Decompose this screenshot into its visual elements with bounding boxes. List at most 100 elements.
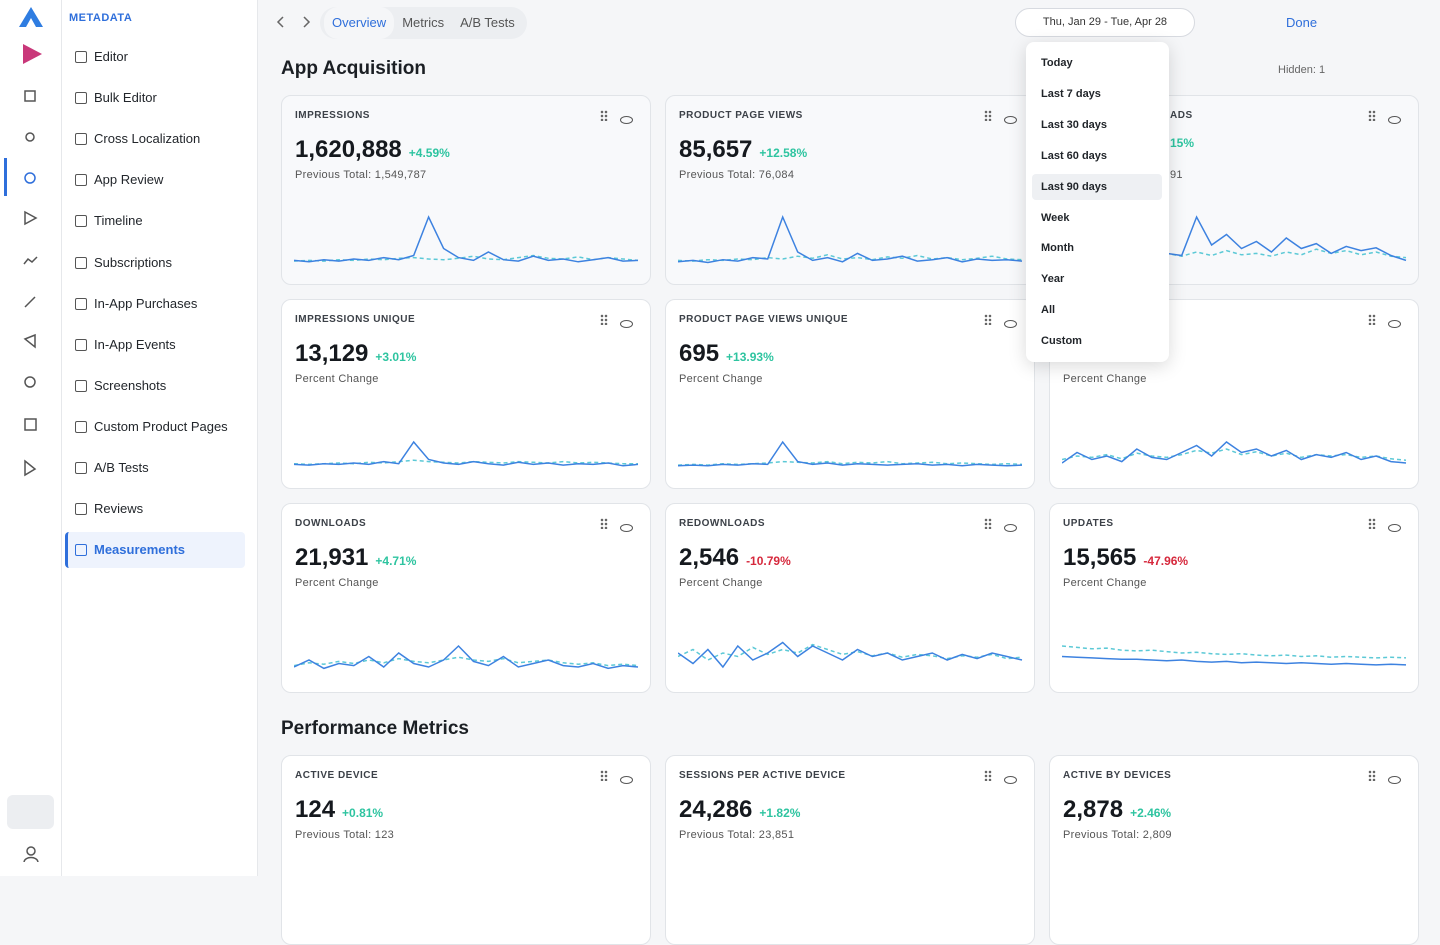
visibility-toggle[interactable] xyxy=(1388,776,1401,784)
card-change: -10.79% xyxy=(746,554,791,568)
card-value: 124 xyxy=(295,796,336,823)
date-dropdown: Today Last 7 days Last 30 days Last 60 days… xyxy=(1026,42,1169,362)
nav-icon xyxy=(75,544,87,557)
logo xyxy=(19,7,43,27)
visibility-toggle[interactable] xyxy=(1004,116,1017,124)
history-arrows[interactable] xyxy=(270,12,320,32)
dropdown-option[interactable]: Last 90 days xyxy=(1032,173,1162,200)
sparkline xyxy=(1062,645,1407,666)
drag-handle[interactable] xyxy=(1368,110,1376,121)
dropdown-option[interactable]: Week xyxy=(1041,211,1070,224)
tab[interactable]: Metrics xyxy=(402,15,445,30)
nav-item[interactable]: Timeline xyxy=(65,203,245,239)
metric-card: ACTIVE DEVICE 124 +0.81% Previous Total: 12… xyxy=(281,755,651,945)
dropdown-option[interactable]: Month xyxy=(1041,242,1074,255)
section-title: App Acquisition xyxy=(281,58,426,79)
dropdown-option[interactable]: Today xyxy=(1041,57,1073,69)
dropdown-option[interactable]: Year xyxy=(1041,273,1065,286)
metric-card: SESSIONS PER ACTIVE DEVICE 24,286 +1.82% Pr… xyxy=(665,755,1035,945)
nav-icon xyxy=(75,338,87,351)
nav-item[interactable]: Reviews xyxy=(65,491,245,527)
trend-line xyxy=(294,440,639,467)
drag-handle[interactable] xyxy=(600,518,608,529)
card-value: 1,620,888 xyxy=(295,136,402,163)
date-range[interactable]: Thu, Jan 29 - Tue, Apr 28 xyxy=(1015,8,1195,37)
nav-item[interactable]: Editor xyxy=(65,39,245,75)
nav-item[interactable]: Subscriptions xyxy=(65,245,245,281)
visibility-toggle[interactable] xyxy=(1388,320,1401,328)
visibility-toggle[interactable] xyxy=(620,320,633,328)
card-change: +2.46% xyxy=(1130,806,1172,820)
card-figures: 15,565 -47.96% xyxy=(1063,544,1188,572)
done-button[interactable]: Done xyxy=(1286,15,1318,30)
nav-item[interactable]: In-App Purchases xyxy=(65,286,245,322)
tab[interactable]: Overview xyxy=(324,7,395,39)
visibility-toggle[interactable] xyxy=(620,776,633,784)
nav-item[interactable]: Screenshots xyxy=(65,368,245,404)
drag-handle[interactable] xyxy=(1368,770,1376,781)
tab[interactable]: A/B Tests xyxy=(460,15,515,30)
drag-handle[interactable] xyxy=(984,314,992,325)
card-title: PRODUCT PAGE VIEWS xyxy=(679,110,803,121)
app-icon[interactable] xyxy=(20,42,44,66)
dropdown-option[interactable]: Last 60 days xyxy=(1041,149,1108,162)
sparkline xyxy=(1062,441,1407,464)
card-value: 15,565 xyxy=(1063,544,1137,571)
drag-handle[interactable] xyxy=(984,518,992,529)
card-figures: 2,878 +2.46% xyxy=(1063,796,1171,824)
dropdown-option[interactable]: Last 30 days xyxy=(1041,118,1108,131)
nav-item[interactable]: Cross Localization xyxy=(65,121,245,157)
drag-handle[interactable] xyxy=(600,770,608,781)
trend-line xyxy=(678,641,1023,669)
card-figures: 1,620,888 +4.59% xyxy=(295,136,450,164)
card-subtitle: Percent Change xyxy=(295,373,379,385)
card-subtitle: Percent Change xyxy=(1063,373,1147,385)
nav-item[interactable]: In-App Events xyxy=(65,327,245,363)
icon-rail xyxy=(0,0,62,876)
card-change: 15% xyxy=(1170,136,1195,150)
drag-handle[interactable] xyxy=(984,770,992,781)
nav-item[interactable]: Bulk Editor xyxy=(65,80,245,116)
card-value: 24,286 xyxy=(679,796,753,823)
card-value: 13,129 xyxy=(295,340,369,367)
drag-handle[interactable] xyxy=(600,110,608,121)
drag-handle[interactable] xyxy=(600,314,608,325)
nav-item[interactable]: Measurements xyxy=(65,532,245,569)
dropdown-option[interactable]: Custom xyxy=(1041,335,1082,348)
dropdown-option[interactable]: All xyxy=(1041,304,1056,317)
visibility-toggle[interactable] xyxy=(620,116,633,124)
visibility-toggle[interactable] xyxy=(1004,776,1017,784)
drag-handle[interactable] xyxy=(1368,518,1376,529)
dropdown-option[interactable]: Last 7 days xyxy=(1041,87,1101,100)
nav-item[interactable]: Custom Product Pages xyxy=(65,409,245,445)
card-subtitle: Previous Total: 76,084 xyxy=(679,169,795,181)
card-subtitle: Previous Total: 23,851 xyxy=(679,829,795,841)
visibility-toggle[interactable] xyxy=(1388,116,1401,124)
card-value: 85,657 xyxy=(679,136,753,163)
card-subtitle: Previous Total: 1,549,787 xyxy=(295,169,427,181)
drag-handle[interactable] xyxy=(984,110,992,121)
nav-item[interactable]: App Review xyxy=(65,162,245,198)
rail-icons[interactable] xyxy=(23,89,39,489)
card-subtitle: Percent Change xyxy=(295,577,379,589)
visibility-toggle[interactable] xyxy=(1388,524,1401,532)
drag-handle[interactable] xyxy=(1368,314,1376,325)
trend-line xyxy=(294,215,639,263)
metric-card: IMPRESSIONS UNIQUE 13,129 +3.01% Percent Ch… xyxy=(281,299,651,489)
card-change: +12.58% xyxy=(759,146,808,160)
nav-icon xyxy=(75,462,87,474)
section-title: Performance Metrics xyxy=(281,718,469,739)
nav-item[interactable]: A/B Tests xyxy=(65,450,245,486)
card-title: PRODUCT PAGE VIEWS UNIQUE xyxy=(679,314,848,325)
card-figures: 2,546 -10.79% xyxy=(679,544,791,572)
nav-icon xyxy=(75,51,87,63)
visibility-toggle[interactable] xyxy=(620,524,633,532)
metric-card: PRODUCT PAGE VIEWS 85,657 +12.58% Previous … xyxy=(665,95,1035,285)
card-subtitle: Percent Change xyxy=(1063,577,1147,589)
metric-card: PRODUCT PAGE VIEWS UNIQUE 695 +13.93% Perce… xyxy=(665,299,1035,489)
visibility-toggle[interactable] xyxy=(1004,320,1017,328)
visibility-toggle[interactable] xyxy=(1004,524,1017,532)
card-figures: 21,931 +4.71% xyxy=(295,544,416,572)
collapse-button[interactable] xyxy=(7,795,54,829)
user-icon[interactable] xyxy=(23,846,39,862)
